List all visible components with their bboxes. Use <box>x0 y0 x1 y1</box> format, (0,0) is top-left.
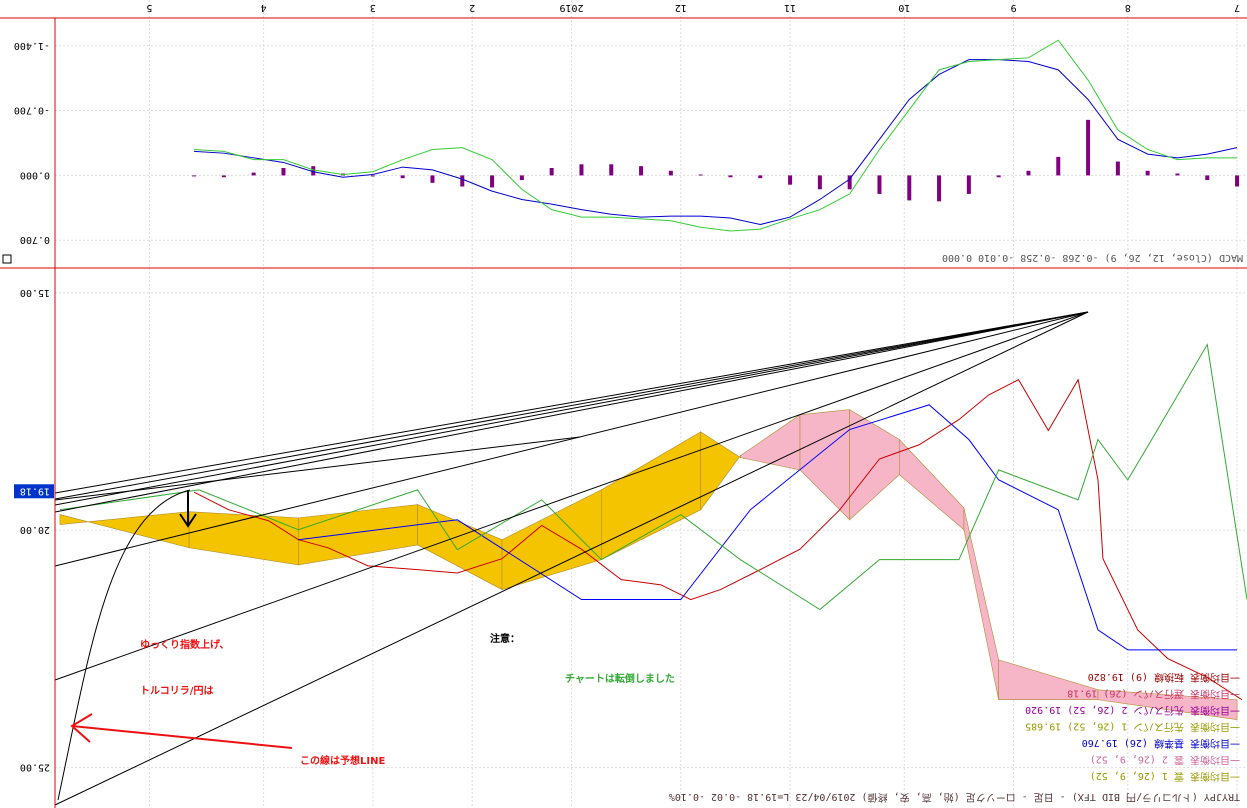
histogram-bar <box>698 174 703 176</box>
histogram-bar <box>1235 175 1240 187</box>
y-tick-label: 20.00 <box>20 524 50 535</box>
histogram-bar <box>639 166 644 176</box>
indicator-label: 一目均衡表 雲 2 (26, 9, 52) <box>1090 754 1240 767</box>
indicator-label: 一目均衡表 遅行スパン (26) 19.18 <box>1067 688 1240 701</box>
status-bar: TRYJPY (トルコリラ/円 BID TFX) - 日足 - ローソク足 (始… <box>669 791 1240 804</box>
histogram-bar <box>937 175 942 202</box>
y-tick-label: 25.00 <box>20 762 50 773</box>
indicator-label: 一目均衡表 雲 1 (26, 9, 52) <box>1090 770 1240 783</box>
close-box[interactable] <box>2 254 12 264</box>
y-tick-label: -1.400 <box>14 40 50 51</box>
histogram-bar <box>430 175 435 183</box>
y-tick-label: 0.000 <box>20 169 50 180</box>
histogram-bar <box>1056 156 1061 176</box>
last-price-label: 19.18 <box>20 485 50 496</box>
kumo-cloud <box>1097 689 1238 721</box>
annotation: この線は予想LINE <box>300 754 385 767</box>
histogram-bar <box>996 175 1001 178</box>
histogram-bar <box>877 175 882 194</box>
x-tick-label: 12 <box>675 2 687 13</box>
x-tick-label: 2 <box>469 2 475 13</box>
histogram-bar <box>1115 161 1120 176</box>
histogram-bar <box>817 175 822 190</box>
x-tick-label: 8 <box>1125 2 1131 13</box>
histogram-bar <box>728 175 733 178</box>
x-tick-label: 7 <box>1234 2 1240 13</box>
indicator-label: 一目均衡表 先行スパン 1 (26, 52) 19.685 <box>1025 721 1240 734</box>
x-tick-label: 11 <box>784 2 796 13</box>
price-line <box>298 404 1238 651</box>
price-line <box>193 378 1243 701</box>
indicator-label: 一目均衡表 基準線 (26) 19.760 <box>1082 737 1240 750</box>
histogram-bar <box>490 175 495 188</box>
indicator-label: 一目均衡表 先行スパン 2 (26, 52) 19.920 <box>1025 704 1240 717</box>
histogram-bar <box>460 175 465 187</box>
histogram-bar <box>907 175 912 201</box>
annotation: トルコリラ/円は <box>140 685 213 697</box>
histogram-bar <box>1205 175 1210 181</box>
histogram-bar <box>1175 173 1180 176</box>
histogram-bar <box>400 175 405 179</box>
histogram-bar <box>609 164 614 176</box>
indicator-label: 一目均衡表 転換線 (9) 19.820 <box>1088 671 1240 684</box>
x-tick-label: 2019 <box>559 2 583 13</box>
macd-line <box>194 39 1238 232</box>
y-tick-label: 15.00 <box>20 287 50 298</box>
y-tick-label: -0.700 <box>14 105 50 116</box>
histogram-bar <box>966 175 971 194</box>
drawings <box>54 311 1089 806</box>
histogram-bar <box>579 164 584 176</box>
histogram-bar <box>281 168 286 176</box>
histogram-bar <box>221 175 226 178</box>
histogram-bar <box>192 175 197 177</box>
histogram-bar <box>847 175 852 190</box>
histogram-bar <box>311 166 316 176</box>
x-tick-label: 9 <box>1011 2 1017 13</box>
x-tick-label: 10 <box>898 2 910 13</box>
arrow <box>70 713 293 749</box>
histogram-bar <box>1145 170 1150 176</box>
annotation: 注意： <box>490 632 520 645</box>
histogram-bar <box>519 175 524 181</box>
annotation: チャートは転倒しました <box>565 672 675 685</box>
histogram-bar <box>758 175 763 179</box>
histogram-bar <box>788 175 793 185</box>
histogram-bar <box>1026 170 1031 176</box>
mark-layer <box>59 39 1247 721</box>
x-tick-label: 3 <box>370 2 376 13</box>
x-tick-label: 5 <box>146 2 152 13</box>
price-line <box>59 343 1247 611</box>
y-tick-label: 0.700 <box>20 234 50 245</box>
macd-line <box>194 59 1238 225</box>
annotation: ゆっくり指数上げ、 <box>140 638 229 651</box>
histogram-bar <box>1086 119 1091 176</box>
indicator-legend: MACD (Close, 12, 26, 9) -0.268 -0.258 -0… <box>942 252 1243 263</box>
histogram-bar <box>668 170 673 176</box>
x-tick-label: 4 <box>261 2 267 13</box>
last-price-box <box>14 484 54 499</box>
histogram-bar <box>549 168 554 176</box>
histogram-bar <box>251 172 256 176</box>
histogram-bar <box>370 175 375 177</box>
